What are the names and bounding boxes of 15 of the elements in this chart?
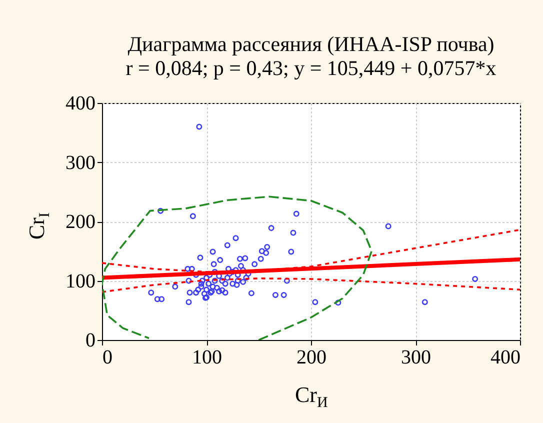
x-tick-label: 100 [192,346,222,368]
x-tick-label: 200 [296,346,326,368]
y-tick-label: 400 [66,92,96,114]
chart-title: Диаграмма рассеяния (ИНАА-ISP почва) [128,32,494,56]
line-series [102,277,520,293]
y-tick-label: 300 [66,152,96,174]
chart-subtitle: r = 0,084; p = 0,43; y = 105,449 + 0,0757*x [126,56,497,80]
line-series [102,196,373,340]
y-tick-label: 200 [66,211,96,233]
x-tick-label: 300 [401,346,431,368]
y-tick-label: 100 [66,270,96,292]
y-axis-title: CrI [24,212,53,240]
x-tick-label: 0 [102,346,112,368]
x-tick-label: 400 [490,346,520,368]
y-tick-label: 0 [86,330,96,352]
